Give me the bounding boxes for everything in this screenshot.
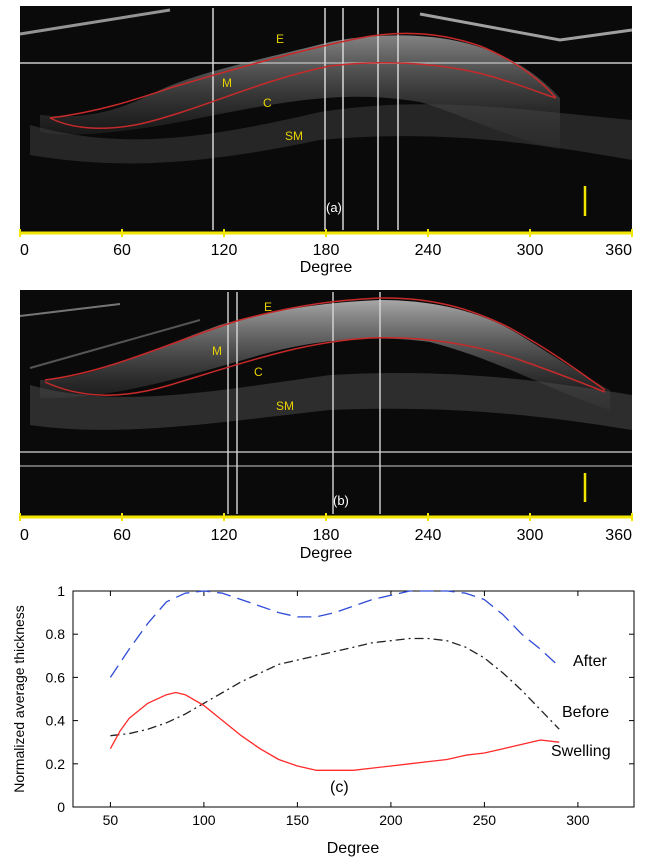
degree-tick-label: 240 xyxy=(415,527,442,544)
thickness-line-chart: 50 100 150 200 250 300 00.20.40.60.81 Degree … xyxy=(11,583,635,857)
oct-scan-panel-b: E M C SM (b) 0 60 120 180 240 300 360 Degree xyxy=(0,280,653,565)
x-tick-label: 300 xyxy=(566,812,590,828)
boundary-inner xyxy=(49,62,557,129)
degree-tick-label: 180 xyxy=(313,242,340,259)
plot-area xyxy=(72,590,635,808)
y-tick-label: 0 xyxy=(57,799,65,815)
series-label-before: Before xyxy=(562,704,609,721)
tissue-layer xyxy=(40,35,560,150)
submucosa-layer xyxy=(30,104,632,164)
layer-label-m: M xyxy=(222,76,232,90)
series-label-after: After xyxy=(573,653,607,670)
panel-tag-a: (a) xyxy=(326,200,342,215)
tissue-layer xyxy=(40,300,610,410)
oct-scan-a-svg: E M C SM (a) 0 60 120 180 240 300 360 Degree xyxy=(19,6,633,276)
layer-label-m: M xyxy=(212,344,222,358)
y-axis-title: Normalized average thickness xyxy=(11,605,27,793)
degree-axis-ticks: 0 60 120 180 240 300 360 xyxy=(19,513,633,544)
x-tick-label: 250 xyxy=(473,812,497,828)
degree-tick-label: 0 xyxy=(20,242,29,259)
degree-tick-label: 120 xyxy=(211,527,238,544)
layer-label-e: E xyxy=(276,32,284,46)
x-axis-ticks: 50 100 150 200 250 300 xyxy=(103,591,590,828)
y-tick-label: 1 xyxy=(57,583,65,599)
x-tick-label: 150 xyxy=(286,812,310,828)
layer-label-c: C xyxy=(263,96,272,110)
degree-tick-label: 360 xyxy=(605,527,632,544)
series-line-swelling xyxy=(109,691,560,771)
degree-tick-label: 60 xyxy=(113,242,131,259)
degree-axis-ticks: 0 60 120 180 240 300 360 xyxy=(19,229,633,259)
degree-tick-label: 240 xyxy=(415,242,442,259)
y-tick-label: 0.2 xyxy=(46,756,66,772)
degree-tick-label: 300 xyxy=(517,242,544,259)
thickness-chart-panel: 50 100 150 200 250 300 0 0.2 0.4 0.6 0.8 1 Degree … xyxy=(0,565,653,861)
x-tick-label: 50 xyxy=(103,812,119,828)
scan-vertical-artifacts xyxy=(227,292,381,514)
scan-artifact xyxy=(29,319,201,369)
layer-label-c: C xyxy=(254,365,263,379)
boundary-outer xyxy=(44,297,606,391)
scan-artifact xyxy=(419,12,633,42)
series-line-before xyxy=(110,637,560,737)
layer-label-sm: SM xyxy=(285,129,303,143)
boundary-inner xyxy=(44,336,606,396)
oct-scan-b-svg: E M C SM (b) 0 60 120 180 240 300 360 Degree xyxy=(19,290,633,562)
layer-label-sm: SM xyxy=(276,399,294,413)
scan-artifact xyxy=(19,303,121,317)
series-line-after xyxy=(109,590,560,678)
degree-tick-label: 0 xyxy=(20,527,29,544)
scan-artifact xyxy=(19,8,171,36)
x-tick-label: 200 xyxy=(379,812,403,828)
layer-label-e: E xyxy=(264,300,272,314)
panel-tag-b: (b) xyxy=(333,493,349,508)
x-tick-label: 100 xyxy=(192,812,216,828)
submucosa-layer xyxy=(30,372,632,430)
degree-tick-label: 360 xyxy=(605,242,632,259)
degree-tick-label: 300 xyxy=(517,527,544,544)
panel-tag-c: (c) xyxy=(330,779,349,796)
degree-tick-label: 60 xyxy=(113,527,131,544)
oct-scan-panel-a: E M C SM (a) 0 60 120 180 240 300 360 Degree xyxy=(0,0,653,280)
boundary-outer xyxy=(49,32,557,119)
y-tick-label: 0.6 xyxy=(46,669,66,685)
x-axis-title: Degree xyxy=(327,840,380,857)
y-tick-label: 0.8 xyxy=(46,626,66,642)
degree-tick-label: 180 xyxy=(313,527,340,544)
x-axis-title-a: Degree xyxy=(300,259,353,276)
series-lines xyxy=(109,590,560,771)
x-axis-title-b: Degree xyxy=(300,545,353,562)
y-axis-ticks: 0 0.2 0.4 0.6 0.8 1 xyxy=(46,583,634,815)
degree-tick-label: 120 xyxy=(211,242,238,259)
y-tick-label: 0.4 xyxy=(46,713,66,729)
series-label-swelling: Swelling xyxy=(551,743,611,760)
